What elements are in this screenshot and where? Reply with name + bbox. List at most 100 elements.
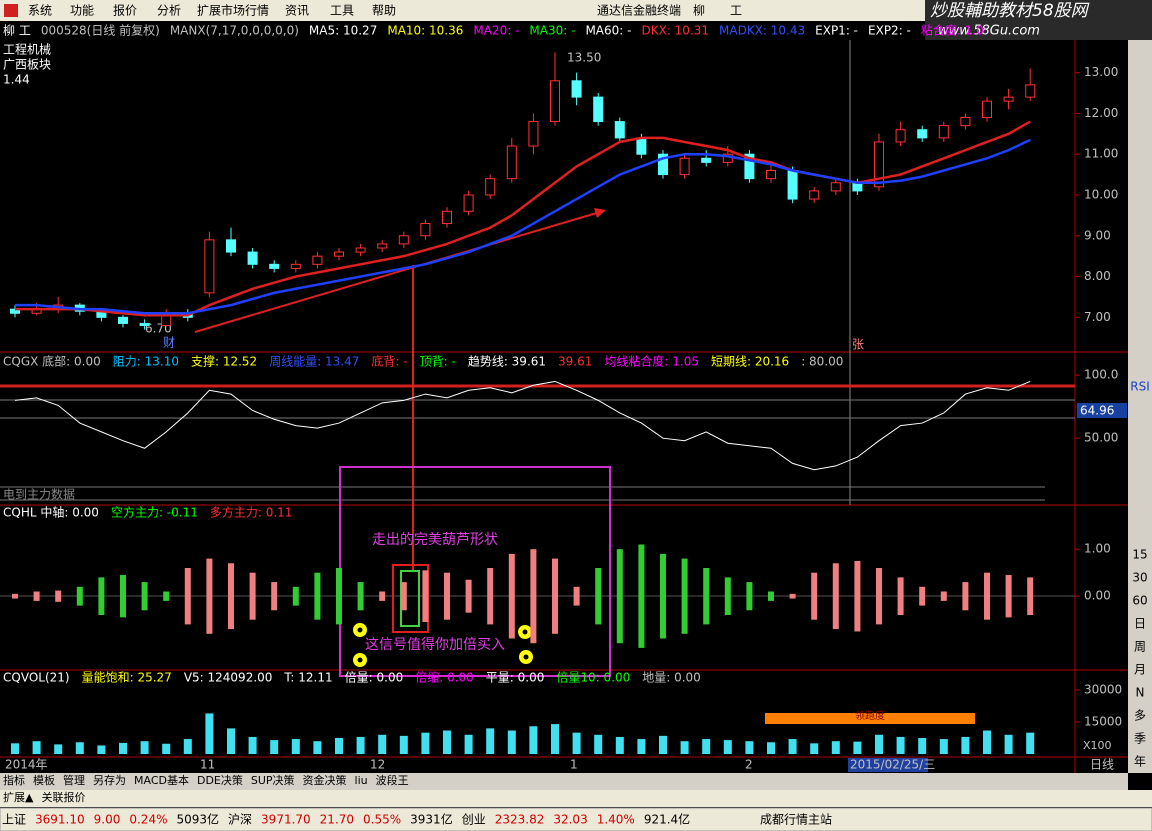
tab[interactable]: DDE决策 [197,773,243,787]
menu-item[interactable]: 系统 [28,4,52,18]
period-button[interactable]: 周 [1134,640,1146,654]
menu-item[interactable]: 工具 [330,4,354,18]
annotation: 这信号值得你加倍买入 [365,636,505,653]
status-item: 921.4亿 [644,812,690,827]
tab[interactable]: 指标 [3,773,25,787]
spindle-bar [1027,577,1034,615]
volume-bar [875,734,883,754]
candle-body [830,182,841,192]
menu-item[interactable]: 报价 [113,3,137,18]
tab[interactable]: 另存为 [93,773,126,787]
spindle-bar [746,582,753,611]
sub-tab[interactable]: 关联报价 [41,790,85,804]
menu-item[interactable]: 功能 [70,4,94,18]
volume-bar [529,726,538,754]
header-item: 底背: - [371,354,407,369]
y-tick-label: 100.0 [1084,368,1118,382]
volume-bar [983,730,991,754]
status-item: 0.24% [129,813,167,827]
status-item: 32.03 [553,813,587,827]
sub-tab[interactable]: 扩展▲ [3,790,34,804]
spindle-bar [530,549,537,644]
tab[interactable]: 管理 [63,773,85,787]
candle-body [204,239,215,294]
candle-body [701,157,712,163]
stock-name: 柳 [693,4,705,18]
volume-bar [464,734,473,754]
tab[interactable]: 波段王 [376,773,409,787]
menu-item[interactable]: 分析 [157,4,181,18]
spindle-bar [292,586,299,606]
annotation: 走出的完美葫芦形状 [372,532,498,548]
candle-body [550,80,560,123]
lead-bar [765,713,975,724]
spindle-bar [811,572,818,620]
header-item: 空方主力: -0.11 [111,505,198,520]
spindle-bar [357,582,364,611]
lead-label: 领跑度 [855,709,885,722]
spindle-bar [660,553,666,639]
candle-body [312,255,323,265]
volume-bar [1004,734,1013,754]
spindle-bar [876,567,882,625]
volume-bar [227,728,235,754]
volume-bar [702,739,711,754]
volume-bar [767,742,775,754]
menu-item[interactable]: 资讯 [285,4,309,18]
tab[interactable]: MACD基本 [134,773,189,787]
candle-body [463,194,474,212]
period-button[interactable]: 15 [1132,548,1147,562]
period-button[interactable]: 多 [1134,709,1146,723]
spindle-bar [962,582,969,611]
period-button[interactable]: 季 [1134,732,1146,746]
period-button[interactable]: 30 [1132,571,1147,585]
candle-body [139,322,150,326]
period-button[interactable]: 60 [1132,594,1147,608]
volume-bar [205,713,214,754]
header-item: 柳 工 [3,24,31,38]
spindle-bar [98,577,105,615]
header-item: MA5: 10.27 [309,24,377,38]
volume-bar [918,737,927,754]
period-button[interactable]: RSI [1130,380,1150,394]
spindle-bar [465,579,472,613]
period-button[interactable]: N [1136,686,1145,700]
status-item: 创业 [462,813,486,827]
y-tick-label: 15000 [1084,714,1122,728]
candle-body [614,121,625,139]
candle-body [874,141,884,188]
volume-bar [291,739,300,754]
period-button[interactable]: 日 [1134,617,1146,631]
tag: 财 [163,336,175,350]
header-item: 周线能量: 13.47 [269,355,359,369]
menu-item[interactable]: 帮助 [372,4,396,18]
spindle-bar [616,549,623,644]
y-tick-label: 0.00 [1084,589,1111,603]
spindle-bar [184,567,191,625]
tab[interactable]: SUP决策 [251,773,295,787]
header-item: CQGX 底部: 0.00 [3,354,101,369]
spindle-bar [314,572,321,620]
tab[interactable]: 资金决策 [303,773,347,787]
volume-bar [443,730,451,754]
menu-item[interactable]: 扩展市场行情 [197,3,269,18]
volume-bar [680,741,689,754]
volume-bar [97,745,106,754]
spindle-bar [573,586,580,606]
spindle-bar [681,558,688,634]
tab[interactable]: 模板 [33,773,55,787]
tab[interactable]: liu [355,774,368,787]
candle-body [679,157,690,176]
status-item: 0.55% [363,813,401,827]
sector-label: 1.44 [3,73,30,87]
header-item: MA30: - [529,24,575,38]
period-button[interactable]: 年 [1134,755,1146,769]
spindle-bar [379,591,386,601]
annotation: 电到主力数据 [3,487,75,502]
header-item: DKX: 10.31 [641,24,709,38]
header-item: 平量: 0.00 [486,671,545,685]
period-button[interactable]: 月 [1134,663,1146,677]
status-item: 9.00 [94,813,121,827]
spindle-bar [228,563,234,630]
